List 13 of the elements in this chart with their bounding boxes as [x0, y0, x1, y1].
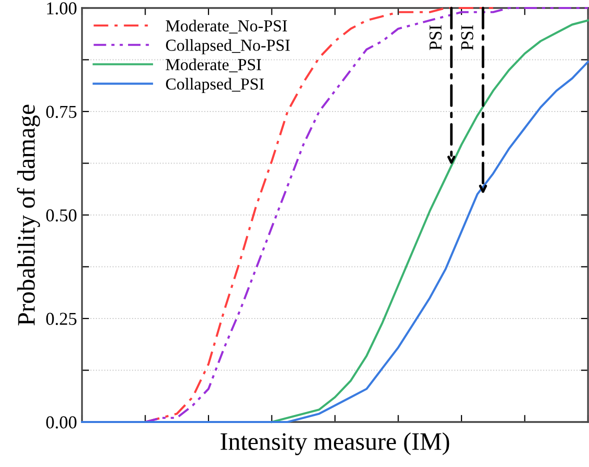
annotation: PSI — [461, 25, 474, 50]
y-tick-label: 0.75 — [46, 106, 76, 118]
x-axis-title: Intensity measure (IM) — [220, 432, 450, 456]
legend-label: Moderate_No-PSI — [166, 20, 287, 34]
y-axis-title: Probability of damage — [16, 104, 40, 326]
legend-label: Moderate_PSI — [166, 58, 262, 72]
legend-label: Collapsed_PSI — [166, 78, 264, 94]
legend-label: Collapsed_No-PSI — [166, 39, 290, 54]
y-tick-label: 0.00 — [46, 416, 76, 429]
y-tick-label: 0.50 — [46, 209, 76, 222]
annotation: PSI — [430, 25, 442, 50]
y-tick-label: 1.00 — [47, 2, 76, 15]
y-tick-label: 0.25 — [46, 312, 76, 326]
